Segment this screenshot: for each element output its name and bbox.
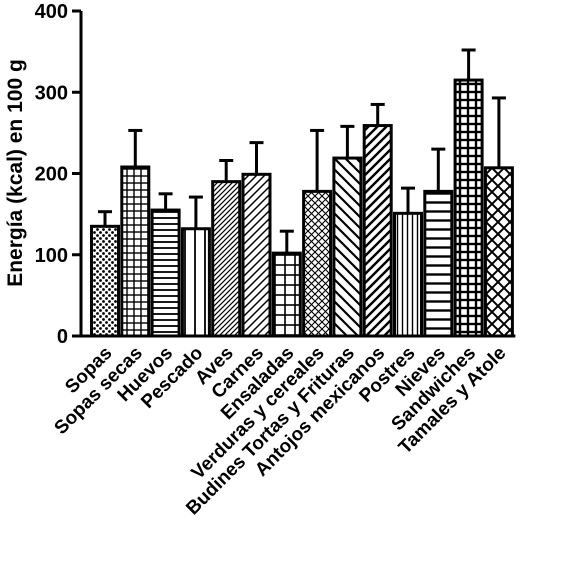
bar-group xyxy=(241,141,272,338)
bar-group xyxy=(483,96,514,338)
bar-group xyxy=(362,102,393,338)
bar-group xyxy=(332,124,363,338)
bar xyxy=(453,78,484,338)
bar xyxy=(332,156,363,338)
bar-group xyxy=(90,210,120,338)
y-axis-title: Energía (kcal) en 100 g xyxy=(4,59,27,287)
bars xyxy=(90,48,514,338)
bar-group xyxy=(302,128,333,338)
bar-group xyxy=(453,48,484,338)
y-tick-label: 0 xyxy=(57,326,68,348)
bar-group xyxy=(423,147,454,338)
bar xyxy=(120,165,151,338)
bar xyxy=(180,227,211,338)
bar xyxy=(150,208,181,338)
bar xyxy=(90,224,120,338)
y-tick-label: 400 xyxy=(35,1,68,23)
bar xyxy=(302,189,333,338)
bar xyxy=(393,211,423,338)
bar xyxy=(362,124,393,338)
bar-group xyxy=(120,128,151,338)
bar xyxy=(241,172,272,338)
bar xyxy=(423,189,454,338)
y-tick-label: 200 xyxy=(35,164,68,186)
y-tick-label: 100 xyxy=(35,245,68,267)
bar-group xyxy=(393,186,423,338)
bar-group xyxy=(180,195,211,338)
bar xyxy=(211,180,242,338)
bar xyxy=(483,166,514,338)
bar-group xyxy=(150,192,181,338)
bar-group xyxy=(211,159,242,338)
y-tick-label: 300 xyxy=(35,82,68,104)
bar-group xyxy=(271,229,302,338)
bar xyxy=(271,251,302,338)
